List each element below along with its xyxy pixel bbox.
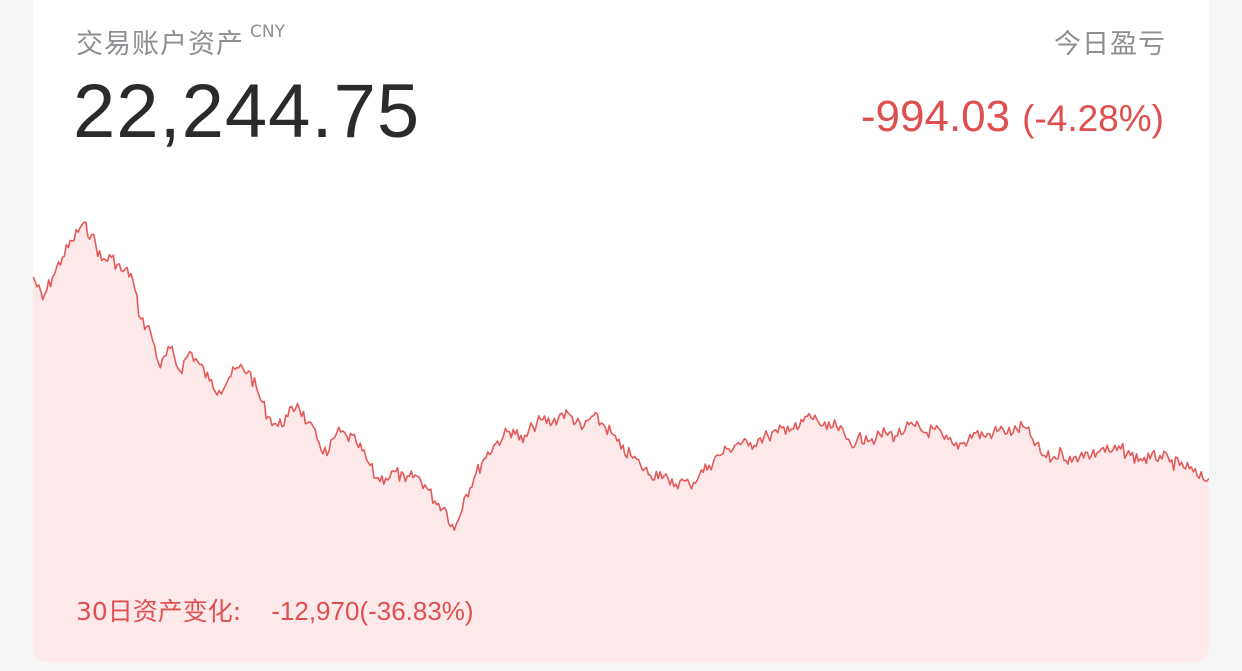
- daily-pnl-label: 今日盈亏: [1054, 29, 1166, 60]
- assets-value: 22,244.75: [73, 69, 421, 154]
- daily-pnl-value: -994.03: [860, 92, 1011, 141]
- account-assets-card: 交易账户资产 CNY 22,244.75 今日盈亏 -994.03 (-4.28%)…: [33, 0, 1209, 662]
- period-change-label: 30日资产变化:: [76, 597, 242, 626]
- assets-label: 交易账户资产 CNY: [76, 22, 285, 61]
- chart-area-fill: [33, 222, 1209, 662]
- period-change-value: -12,970(-36.83%): [271, 596, 474, 626]
- daily-pnl-percent: (-4.28%): [1022, 98, 1164, 139]
- period-change: 30日资产变化: -12,970(-36.83%): [76, 592, 474, 628]
- daily-pnl: -994.03 (-4.28%): [861, 92, 1164, 142]
- chart-series-line: [33, 221, 1209, 532]
- currency-label: CNY: [250, 22, 285, 42]
- asset-trend-chart: [33, 221, 1209, 662]
- assets-label-text: 交易账户资产: [76, 29, 244, 60]
